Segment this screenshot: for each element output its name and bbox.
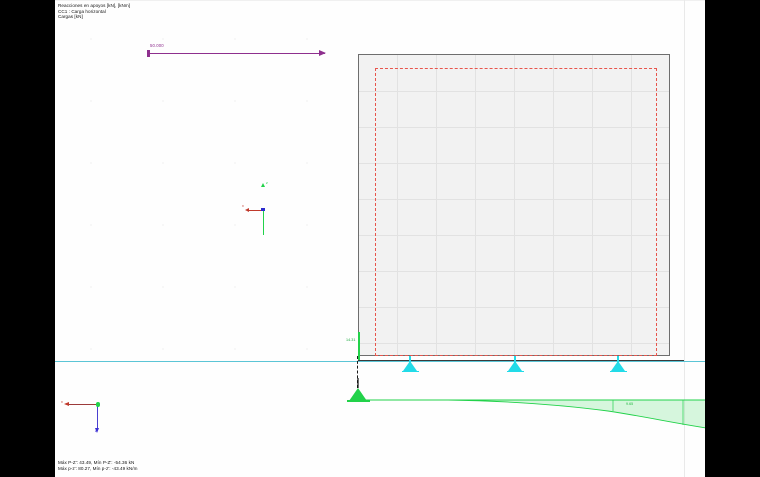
panel-gridline-h [359, 235, 669, 236]
header-line-2: CC1 : Carga horizontal [58, 8, 106, 14]
panel-gridline-h [359, 271, 669, 272]
reaction-support-stem [357, 378, 359, 388]
canvas-top-border [55, 0, 705, 1]
load-arrow-shaft [147, 53, 325, 55]
footer-line-2: Máx p-z': 80.27, Mín p-z': -43.49 kN/m [58, 465, 138, 471]
panel-gridline-v [631, 55, 632, 355]
stub-reaction-bar [358, 332, 360, 360]
reaction-distribution-diagram[interactable]: 9.65 80.27 [358, 388, 705, 438]
panel-gridline-v [436, 55, 437, 355]
axis-z-arrowhead [261, 183, 266, 187]
panel-gridline-h [359, 127, 669, 128]
panel-gridline-v [397, 55, 398, 355]
axis-x-arrowhead [64, 402, 69, 407]
axis-z-arrowhead [95, 428, 99, 433]
support-triangle-icon [403, 361, 417, 371]
panel-gridline-v [514, 55, 515, 355]
support-base [401, 370, 419, 373]
horizontal-load-arrow[interactable]: 50.000 [147, 43, 329, 59]
footer-line-1: Máx P-Z': 43.49, Mín P-Z': -54.36 kN [58, 460, 135, 465]
panel-gridline-h [359, 343, 669, 344]
load-value-label: 50.000 [150, 43, 164, 48]
reaction-support-triangle-icon [349, 388, 367, 401]
reaction-mid-label: 9.65 [626, 402, 634, 406]
axis-x-arrowhead [245, 207, 249, 212]
axis-x-label: x [61, 400, 63, 404]
panel-gridline-v [553, 55, 554, 355]
support-stem [617, 356, 619, 363]
panel-gridline-v [592, 55, 593, 355]
reaction-support-base [346, 400, 370, 402]
axis-z-line [97, 404, 99, 429]
triad-origin-node [95, 402, 100, 407]
structure-panel[interactable] [358, 54, 670, 356]
axis-z-line [263, 209, 265, 235]
drawing-canvas[interactable]: Reacciones en apoyos [kN], [kNm] CC1 : C… [55, 0, 705, 477]
header-annotation: Reacciones en apoyos [kN], [kNm] CC1 : C… [58, 3, 130, 20]
axis-x-line [68, 404, 98, 406]
header-line-3: Cargas [kN] [58, 14, 83, 20]
axis-z-label: z [266, 181, 268, 185]
canvas-right-border [684, 0, 685, 477]
support-stem [514, 356, 516, 363]
vertical-member-stub [357, 356, 358, 388]
axis-x-line [249, 209, 264, 211]
dashed-selection-boundary [375, 68, 657, 356]
base-member-line [358, 360, 684, 362]
reaction-area-svg [358, 399, 705, 429]
header-line-1: Reacciones en apoyos [kN], [kNm] [58, 3, 131, 8]
panel-gridline-h [359, 307, 669, 308]
ground-reference-line [55, 361, 705, 362]
footer-annotation: Máx P-Z': 43.49, Mín P-Z': -54.36 kN Máx… [58, 460, 137, 471]
support-triangle-icon [611, 361, 625, 371]
local-axis-triad: x z [242, 181, 285, 235]
support-triangle-icon [508, 361, 522, 371]
support-stem [409, 356, 411, 363]
panel-gridline-v [475, 55, 476, 355]
panel-gridline-h [359, 163, 669, 164]
reaction-area-path [358, 399, 705, 429]
support-base [609, 370, 627, 373]
stub-reaction-label: 14.31 [346, 338, 356, 342]
support-base [506, 370, 524, 373]
global-axis-triad: x z [61, 396, 108, 438]
background-dot-grid [55, 8, 355, 358]
load-arrow-head [319, 50, 326, 57]
triad-origin-node [261, 207, 265, 212]
axis-z-label: z [95, 429, 97, 433]
panel-gridline-h [359, 199, 669, 200]
panel-gridline-h [359, 91, 669, 92]
axis-x-label: x [242, 204, 244, 208]
